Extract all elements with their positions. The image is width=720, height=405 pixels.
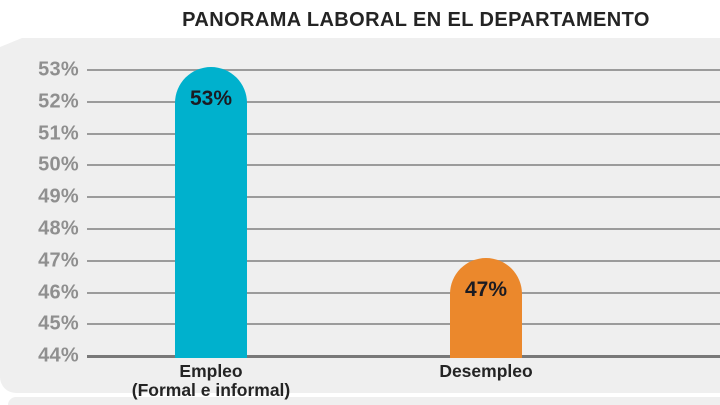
category-label-line2: (Formal e informal) bbox=[131, 380, 291, 400]
grid-line bbox=[87, 259, 720, 262]
y-axis-tick-label: 49% bbox=[38, 185, 79, 208]
category-label-line1: Desempleo bbox=[439, 361, 533, 381]
bar-value-label: 53% bbox=[189, 87, 233, 110]
y-axis-tick-label: 46% bbox=[38, 281, 79, 304]
grid-line bbox=[87, 196, 720, 199]
grid-line bbox=[87, 291, 720, 294]
grid-line bbox=[87, 228, 720, 230]
y-axis-tick-label: 53% bbox=[38, 58, 79, 81]
y-axis-tick-label: 48% bbox=[38, 217, 79, 240]
chart-panel: 53% 52% 51% 50% 49% 48% 47% 46% 45% 44% 53% Empleo(… bbox=[0, 38, 720, 400]
y-axis-tick-label: 50% bbox=[38, 153, 79, 176]
bottom-panel-edge bbox=[8, 397, 720, 405]
grid-line bbox=[87, 355, 720, 359]
bar-empleo: 53% bbox=[175, 67, 247, 358]
grid-line bbox=[87, 323, 720, 326]
category-label-empleo: Empleo (Formal e informal) bbox=[91, 362, 331, 400]
y-axis-tick-label: 51% bbox=[38, 122, 79, 145]
y-axis-tick-label: 44% bbox=[38, 344, 79, 367]
chart-title: PANORAMA LABORAL EN EL DEPARTAMENTO bbox=[182, 9, 650, 31]
y-axis-tick-label: 45% bbox=[38, 312, 79, 335]
y-axis-tick-label: 47% bbox=[38, 249, 79, 272]
grid-line bbox=[87, 69, 720, 71]
y-axis-tick-label: 52% bbox=[38, 90, 79, 113]
plot-area: 53% 52% 51% 50% 49% 48% 47% 46% 45% 44% 53% Empleo(… bbox=[0, 38, 720, 400]
bar-desempleo: 47% bbox=[450, 257, 522, 358]
bar-value-label: 47% bbox=[464, 277, 508, 301]
grid-line bbox=[87, 164, 720, 167]
panel-corner-cut-decoration bbox=[0, 38, 22, 47]
category-label-line1: Empleo bbox=[179, 361, 243, 381]
category-label-desempleo: Desempleo bbox=[366, 362, 606, 381]
grid-line bbox=[87, 132, 720, 135]
grid-line bbox=[87, 100, 720, 103]
